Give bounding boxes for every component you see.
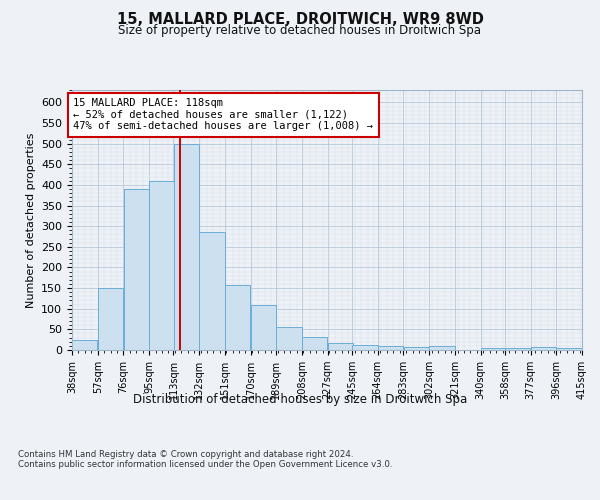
Bar bbox=[328, 342, 353, 350]
Bar bbox=[430, 346, 455, 350]
Bar bbox=[302, 337, 328, 350]
Text: Size of property relative to detached houses in Droitwich Spa: Size of property relative to detached ho… bbox=[119, 24, 482, 37]
Bar bbox=[124, 189, 149, 350]
Bar bbox=[404, 346, 429, 350]
Bar bbox=[481, 348, 506, 350]
Text: 15, MALLARD PLACE, DROITWICH, WR9 8WD: 15, MALLARD PLACE, DROITWICH, WR9 8WD bbox=[116, 12, 484, 28]
Bar bbox=[251, 306, 276, 350]
Bar bbox=[277, 328, 302, 350]
Bar bbox=[352, 344, 377, 350]
Bar bbox=[173, 144, 199, 350]
Text: Distribution of detached houses by size in Droitwich Spa: Distribution of detached houses by size … bbox=[133, 392, 467, 406]
Y-axis label: Number of detached properties: Number of detached properties bbox=[26, 132, 35, 308]
Bar bbox=[225, 285, 250, 350]
Bar bbox=[378, 346, 403, 350]
Bar bbox=[505, 348, 530, 350]
Bar bbox=[556, 348, 582, 350]
Bar bbox=[72, 340, 97, 350]
Bar bbox=[149, 181, 175, 350]
Text: Contains HM Land Registry data © Crown copyright and database right 2024.
Contai: Contains HM Land Registry data © Crown c… bbox=[18, 450, 392, 469]
Bar bbox=[199, 232, 224, 350]
Text: 15 MALLARD PLACE: 118sqm
← 52% of detached houses are smaller (1,122)
47% of sem: 15 MALLARD PLACE: 118sqm ← 52% of detach… bbox=[73, 98, 373, 132]
Bar bbox=[531, 347, 556, 350]
Bar bbox=[98, 288, 123, 350]
